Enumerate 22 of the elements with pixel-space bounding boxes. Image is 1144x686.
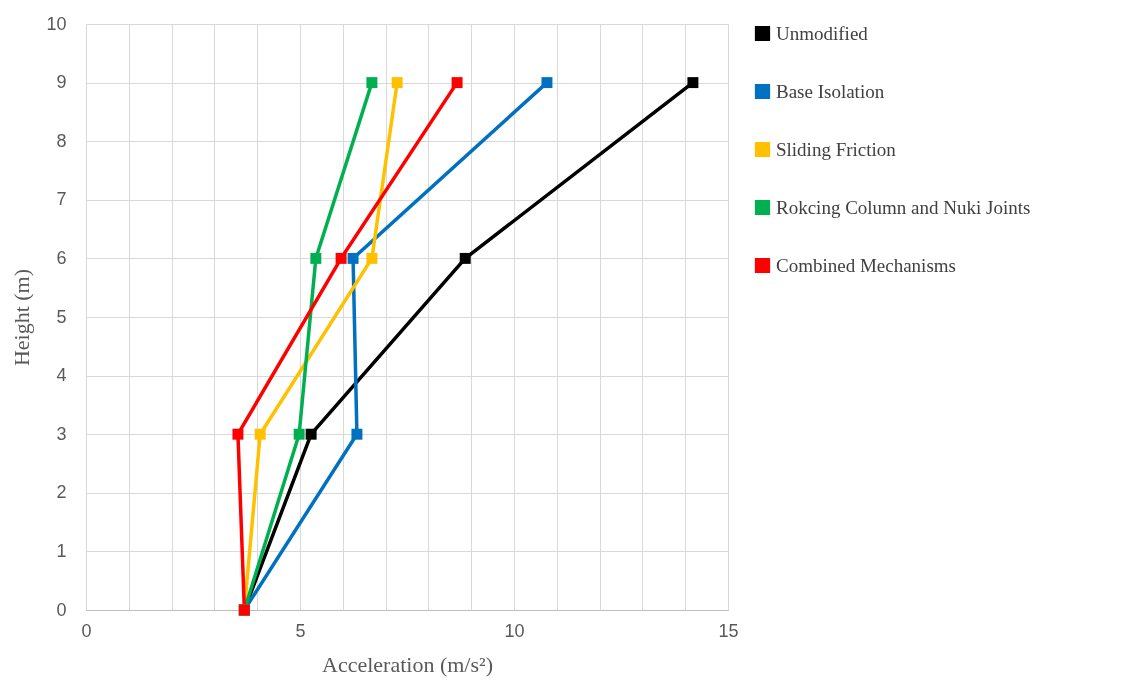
y-tick-label: 1 bbox=[56, 540, 67, 561]
x-tick-label: 5 bbox=[295, 620, 306, 641]
x-tick-label: 0 bbox=[81, 620, 92, 641]
x-tick-label: 15 bbox=[718, 620, 739, 641]
x-tick-label: 10 bbox=[504, 620, 525, 641]
y-tick-label: 10 bbox=[46, 13, 67, 34]
y-tick-label: 8 bbox=[56, 130, 67, 151]
legend-label: Base Isolation bbox=[776, 80, 885, 102]
y-tick-label: 4 bbox=[56, 365, 67, 386]
y-axis-title: Height (m) bbox=[9, 268, 35, 367]
x-axis-title: Acceleration (m/s²) bbox=[322, 651, 493, 677]
y-tick-label: 5 bbox=[56, 306, 67, 327]
y-tick-label: 7 bbox=[56, 189, 67, 210]
legend-label: Rokcing Column and Nuki Joints bbox=[776, 196, 1031, 218]
y-tick-label: 3 bbox=[56, 423, 67, 444]
y-tick-label: 9 bbox=[56, 72, 67, 93]
legend-label: Unmodified bbox=[776, 22, 869, 44]
y-tick-label: 6 bbox=[56, 247, 67, 268]
legend-label: Combined Mechanisms bbox=[776, 254, 956, 276]
y-tick-label: 0 bbox=[56, 599, 67, 620]
y-tick-label: 2 bbox=[56, 482, 67, 503]
legend-label: Sliding Friction bbox=[776, 138, 897, 160]
